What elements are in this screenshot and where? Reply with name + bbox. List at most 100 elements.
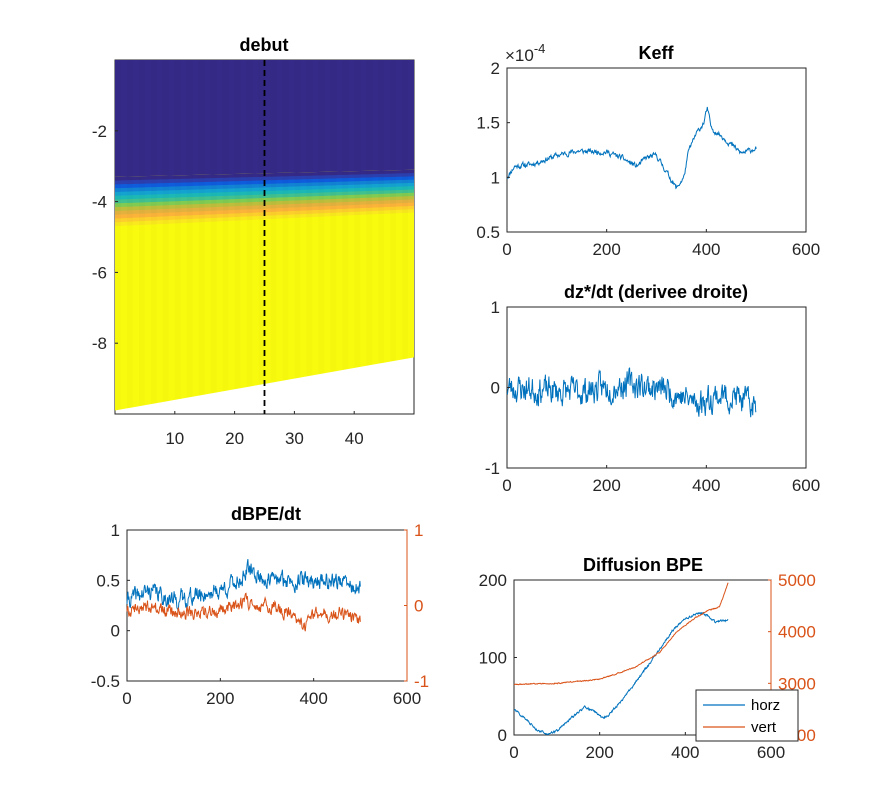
- dbpe-ticks: 0 200 400 600-0.500.51-101: [91, 521, 429, 708]
- x-tick-label: 200: [206, 689, 234, 708]
- subplot-keff: Keff ×10-4 0 200 400 600 0.5 1 1.5 2: [476, 41, 820, 259]
- x-tick-label: 400: [299, 689, 327, 708]
- y-tick-label: 1: [111, 521, 120, 540]
- heat-column: [163, 60, 169, 414]
- dzdt-series-line: [506, 367, 757, 418]
- y-tick-label: 1: [491, 298, 500, 317]
- y-tick-label: 0: [491, 379, 500, 398]
- y-tick-label: -1: [485, 459, 500, 478]
- heat-column: [151, 60, 157, 414]
- y-tick-label: -8: [92, 334, 107, 353]
- keff-exponent-sup: -4: [534, 41, 546, 56]
- keff-series-line: [506, 106, 757, 190]
- diffusion-legend: horz vert: [695, 689, 799, 742]
- x-tick-label: 600: [792, 476, 820, 495]
- debut-heatmap: [115, 60, 414, 414]
- heat-column: [235, 60, 241, 414]
- x-tick-label: 200: [585, 743, 613, 762]
- heat-column: [330, 60, 336, 414]
- y2-tick-label: -1: [414, 672, 429, 691]
- heat-band: [115, 182, 414, 197]
- dzdt-title: dz*/dt (derivee droite): [564, 282, 748, 302]
- dbpe-left-line: [126, 559, 361, 611]
- heat-column: [247, 60, 253, 414]
- heat-column: [139, 60, 145, 414]
- heat-column: [342, 60, 348, 414]
- diffusion-horz-line: [513, 611, 729, 736]
- x-tick-label: 10: [165, 429, 184, 448]
- subplot-dbpe: dBPE/dt 0 200 400 600-0.500.51-101: [91, 504, 429, 708]
- diffusion-ticks: 020040060001002002000300040005000: [479, 571, 816, 762]
- debut-ticks: 10 20 30 40 -2 -4 -6 -8: [92, 122, 364, 448]
- x-tick-label: 0: [502, 476, 511, 495]
- y2-tick-label: 1: [414, 521, 423, 540]
- x-tick-label: 40: [345, 429, 364, 448]
- x-tick-label: 600: [757, 743, 785, 762]
- x-tick-label: 600: [792, 240, 820, 259]
- y-tick-label: 100: [479, 649, 507, 668]
- heat-column: [318, 60, 324, 414]
- y-tick-label: 200: [479, 571, 507, 590]
- heat-dark-region: [115, 60, 414, 177]
- heat-column: [223, 60, 229, 414]
- y-tick-label: -4: [92, 193, 107, 212]
- y-tick-label: 1: [491, 168, 500, 187]
- y-tick-label: 2: [491, 59, 500, 78]
- subplot-diffusion: Diffusion BPE 02004006000100200200030004…: [479, 555, 816, 762]
- diffusion-plot: [513, 582, 729, 736]
- y2-tick-label: 4000: [778, 623, 816, 642]
- dzdt-ticks: 0 200 400 600-101: [485, 298, 820, 495]
- y-tick-label: -2: [92, 122, 107, 141]
- legend-box: [695, 689, 799, 742]
- heat-column: [211, 60, 217, 414]
- keff-exponent: ×10-4: [505, 41, 545, 65]
- x-tick-label: 30: [285, 429, 304, 448]
- x-tick-label: 200: [592, 240, 620, 259]
- heat-column: [282, 60, 288, 414]
- x-tick-label: 200: [592, 476, 620, 495]
- x-tick-label: 20: [225, 429, 244, 448]
- diffusion-title: Diffusion BPE: [583, 555, 703, 575]
- heat-column: [270, 60, 276, 414]
- y-tick-label: -6: [92, 263, 107, 282]
- x-tick-label: 400: [671, 743, 699, 762]
- x-tick-label: 400: [692, 476, 720, 495]
- y2-tick-label: 5000: [778, 571, 816, 590]
- keff-exponent-base: ×10: [505, 46, 534, 65]
- heat-column: [115, 60, 121, 414]
- y-tick-label: 0: [111, 622, 120, 641]
- dbpe-title: dBPE/dt: [231, 504, 301, 524]
- debut-title: debut: [240, 35, 289, 55]
- keff-plot: [506, 106, 757, 190]
- keff-ticks: 0 200 400 600 0.5 1 1.5 2: [476, 59, 820, 259]
- heat-column: [127, 60, 133, 414]
- x-tick-label: 400: [692, 240, 720, 259]
- heat-band: [115, 179, 414, 193]
- x-tick-label: 600: [393, 689, 421, 708]
- subplot-debut: debut 10 20 30 40 -2 -4 -6 -8: [92, 35, 415, 448]
- y2-tick-label: 0: [414, 597, 423, 616]
- y-tick-label: 0.5: [96, 571, 120, 590]
- heat-band: [115, 209, 414, 227]
- x-tick-label: 0: [122, 689, 131, 708]
- x-tick-label: 0: [509, 743, 518, 762]
- heat-band: [115, 173, 414, 185]
- y-tick-label: 1.5: [476, 114, 500, 133]
- heat-column: [199, 60, 205, 414]
- subplot-dzdt: dz*/dt (derivee droite) 0 200 400 600-101: [485, 282, 820, 495]
- y-tick-label: 0: [498, 726, 507, 745]
- heat-column: [187, 60, 193, 414]
- diffusion-vert-line: [513, 582, 729, 686]
- heat-column: [294, 60, 300, 414]
- y-tick-label: -0.5: [91, 672, 120, 691]
- legend-vert-label: vert: [751, 719, 777, 736]
- heat-band: [115, 199, 414, 216]
- y-tick-label: 0.5: [476, 223, 500, 242]
- heat-column: [366, 60, 372, 414]
- dbpe-plot: [126, 559, 361, 632]
- heat-column: [354, 60, 360, 414]
- y2-tick-label: 3000: [778, 674, 816, 693]
- keff-title: Keff: [639, 43, 675, 63]
- dzdt-plot: [506, 367, 757, 418]
